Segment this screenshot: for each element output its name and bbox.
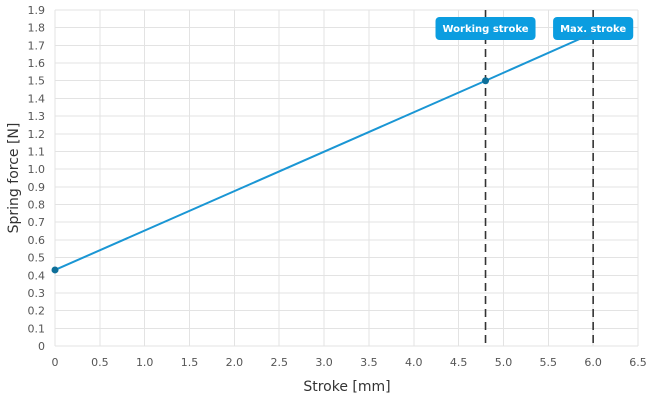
y-tick-label: 0.6: [28, 234, 46, 247]
y-tick-label: 1.8: [28, 22, 46, 35]
x-tick-label: 1.5: [181, 356, 199, 369]
x-tick-label: 2.0: [226, 356, 244, 369]
y-tick-label: 0.5: [28, 252, 46, 265]
x-tick-label: 1.0: [136, 356, 154, 369]
x-axis-label: Stroke [mm]: [303, 379, 390, 395]
data-point: [482, 77, 490, 85]
x-tick-label: 3.5: [360, 356, 378, 369]
x-tick-label: 4.0: [405, 356, 423, 369]
y-tick-label: 1.0: [28, 163, 46, 176]
y-tick-label: 0.7: [28, 216, 46, 229]
y-tick-label: 0: [38, 340, 45, 353]
y-tick-label: 0.2: [28, 305, 46, 318]
vertical-markers: Working stroke Max. stroke: [435, 10, 634, 346]
y-axis-ticks: 0 0.1 0.2 0.3 0.4 0.5 0.6 0.7 0.8 0.9 1.0 1.1 1.2 1.3…: [28, 4, 46, 353]
x-axis-ticks: 0 0.5 1.0 1.5 2.0 2.5 3.0 3.5 4.0 4.5 5.0 5.5 6.0 6.5: [52, 356, 647, 369]
vertical-marker-badge: Max. stroke: [553, 17, 634, 40]
y-tick-label: 1.4: [28, 92, 46, 105]
data-point: [51, 266, 59, 274]
y-tick-label: 1.9: [28, 4, 46, 17]
x-tick-label: 0: [52, 356, 59, 369]
y-tick-label: 0.3: [28, 287, 46, 300]
y-tick-label: 1.3: [28, 110, 46, 123]
grid: [54, 9, 639, 347]
x-tick-label: 4.5: [450, 356, 468, 369]
y-tick-label: 1.6: [28, 57, 46, 70]
marker-badge-box: [553, 17, 634, 40]
y-tick-label: 0.4: [28, 269, 46, 282]
y-axis-label: Spring force [N]: [6, 123, 22, 234]
marker-badge-label: Max. stroke: [560, 24, 626, 35]
vertical-marker-badge: Working stroke: [435, 17, 536, 40]
y-tick-label: 1.5: [28, 75, 46, 88]
x-tick-label: 2.5: [270, 356, 288, 369]
y-tick-label: 1.7: [28, 39, 46, 52]
x-tick-label: 5.0: [495, 356, 513, 369]
series: [51, 32, 594, 274]
y-tick-label: 0.1: [28, 322, 46, 335]
x-tick-label: 6.0: [584, 356, 602, 369]
x-tick-label: 5.5: [540, 356, 558, 369]
x-tick-label: 6.5: [629, 356, 647, 369]
x-tick-label: 3.0: [315, 356, 333, 369]
y-tick-label: 0.8: [28, 199, 46, 212]
y-tick-label: 1.2: [28, 128, 46, 141]
marker-badge-label: Working stroke: [443, 24, 529, 35]
marker-badge-box: [435, 17, 536, 40]
x-tick-label: 0.5: [91, 356, 109, 369]
y-tick-label: 0.9: [28, 181, 46, 194]
y-tick-label: 1.1: [28, 145, 46, 158]
